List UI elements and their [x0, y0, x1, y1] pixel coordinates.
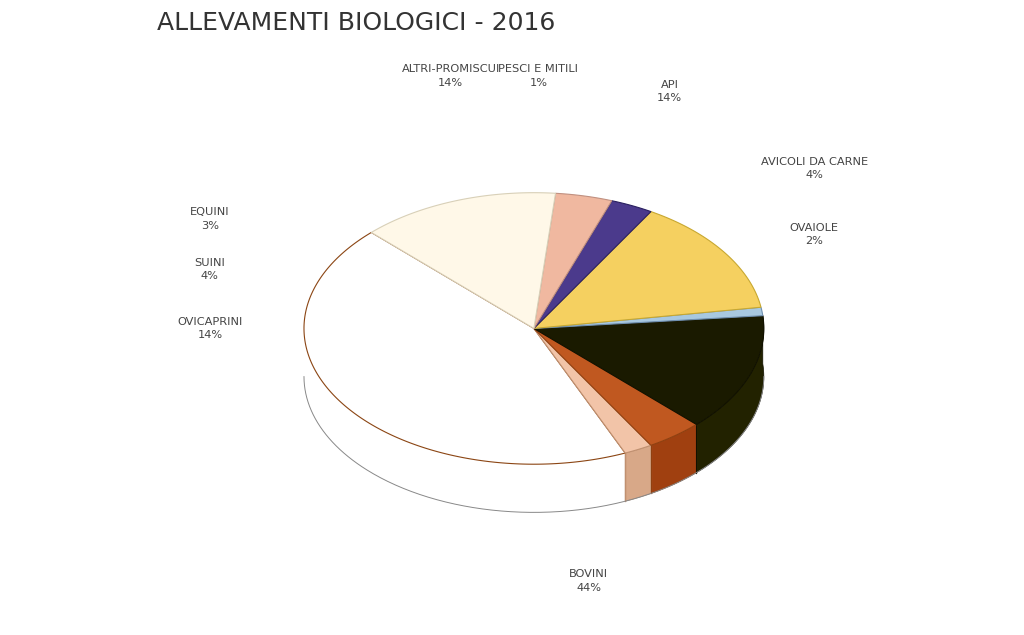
Polygon shape: [534, 193, 611, 328]
Polygon shape: [372, 192, 556, 328]
Polygon shape: [534, 316, 764, 424]
Text: ALTRI-PROMISCUI
14%: ALTRI-PROMISCUI 14%: [401, 64, 500, 88]
Polygon shape: [534, 328, 651, 453]
Polygon shape: [534, 307, 763, 328]
Polygon shape: [304, 232, 626, 464]
Text: BOVINI
44%: BOVINI 44%: [569, 570, 608, 592]
Text: AVICOLI DA CARNE
4%: AVICOLI DA CARNE 4%: [761, 157, 867, 180]
Polygon shape: [651, 424, 696, 493]
Text: SUINI
4%: SUINI 4%: [195, 258, 225, 281]
Polygon shape: [534, 201, 651, 328]
Text: API
14%: API 14%: [657, 80, 682, 103]
Text: PESCI E MITILI
1%: PESCI E MITILI 1%: [499, 64, 579, 88]
Polygon shape: [626, 445, 651, 501]
Polygon shape: [534, 328, 696, 445]
Text: OVAIOLE
2%: OVAIOLE 2%: [790, 223, 839, 246]
Text: ALLEVAMENTI BIOLOGICI - 2016: ALLEVAMENTI BIOLOGICI - 2016: [158, 11, 556, 35]
Polygon shape: [696, 316, 764, 472]
Text: OVICAPRINI
14%: OVICAPRINI 14%: [177, 317, 243, 340]
Text: EQUINI
3%: EQUINI 3%: [190, 208, 229, 231]
Polygon shape: [534, 211, 761, 328]
